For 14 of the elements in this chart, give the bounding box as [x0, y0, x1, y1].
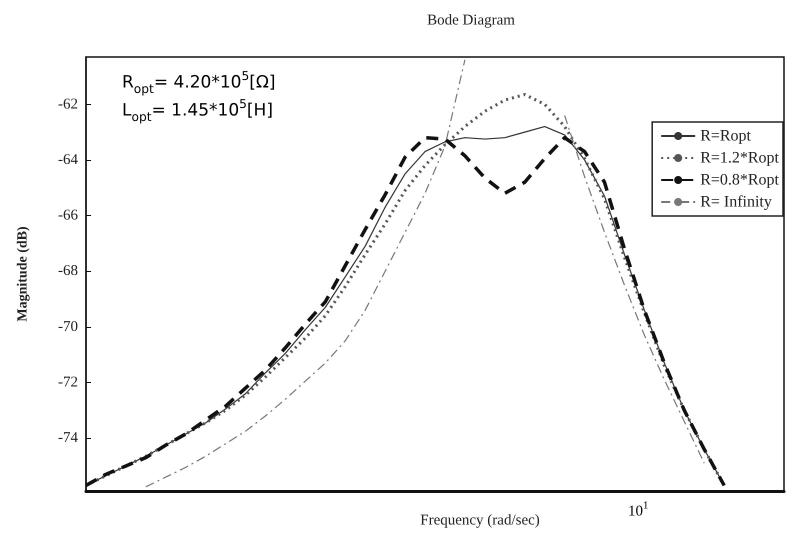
y-axis-title: Magnitude (dB)	[16, 226, 30, 322]
legend-label: R=Ropt	[700, 128, 752, 144]
y-tick-label: -72	[58, 374, 78, 390]
legend-label: R= Infinity	[700, 194, 772, 210]
chart-title: Bode Diagram	[427, 12, 516, 28]
y-tick-label: -66	[58, 208, 78, 224]
y-tick-label: -62	[58, 96, 78, 112]
legend-label: R=0.8*Ropt	[700, 172, 780, 188]
y-tick-label: -64	[58, 152, 78, 168]
y-tick-label: -68	[58, 263, 78, 280]
x-axis-title: Frequency (rad/sec)	[420, 512, 540, 528]
y-tick-label: -74	[58, 430, 78, 446]
legend-label: R=1.2*Ropt	[700, 150, 780, 166]
y-tick-label: -70	[58, 318, 78, 335]
